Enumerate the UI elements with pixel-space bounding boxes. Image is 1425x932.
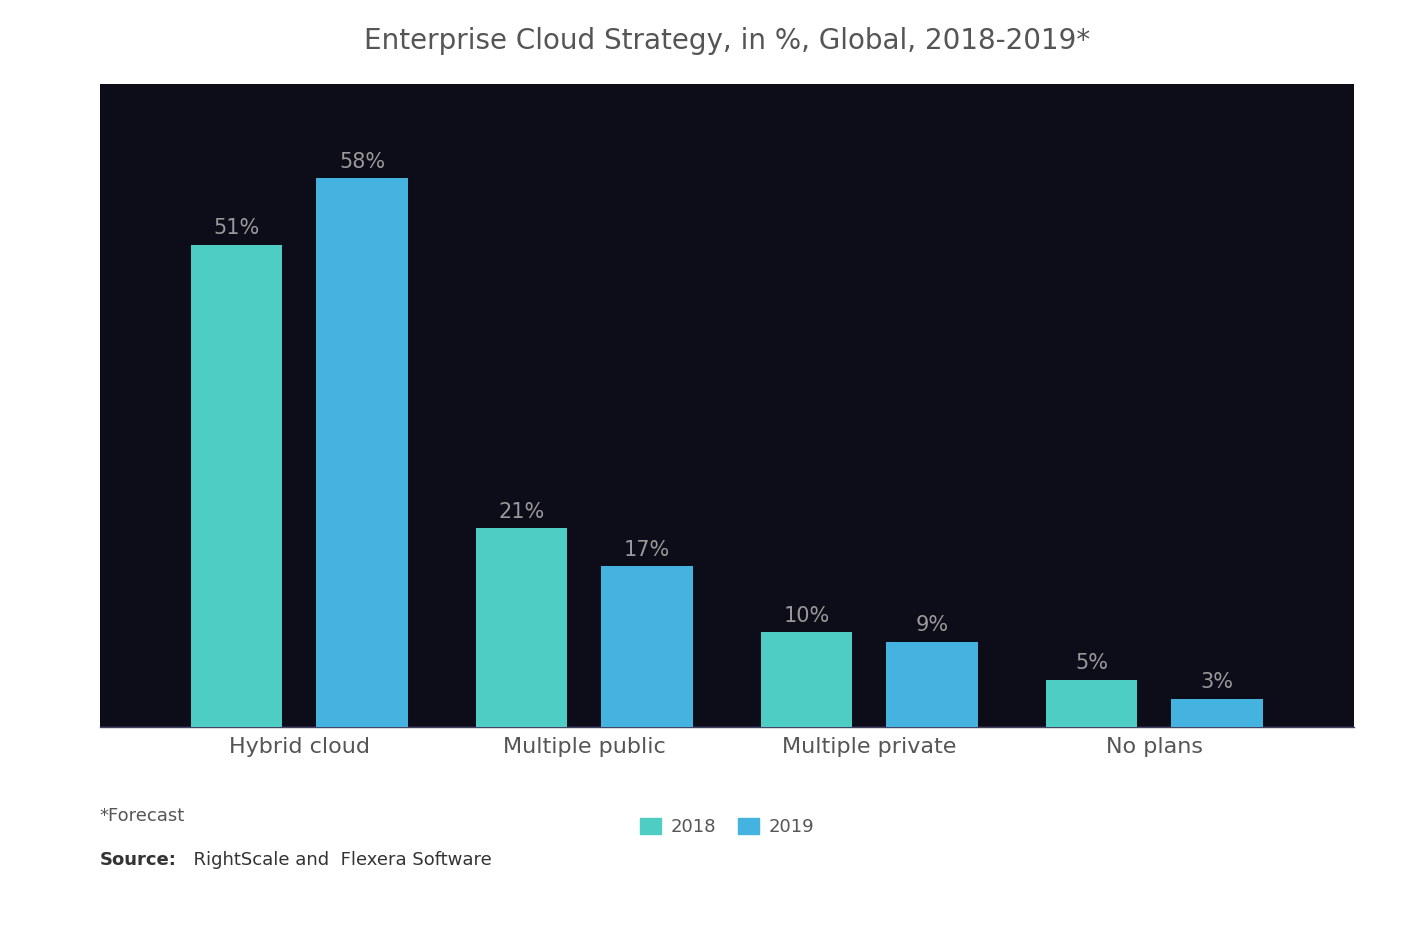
Text: 21%: 21% [499,501,544,522]
Text: *Forecast: *Forecast [100,807,185,825]
Bar [601,567,693,727]
Text: 51%: 51% [214,218,259,238]
Text: 3%: 3% [1200,672,1234,692]
Bar [191,245,282,727]
Bar [886,642,978,727]
Bar [1046,679,1137,727]
Text: 5%: 5% [1074,653,1109,673]
Bar [316,178,408,727]
Bar [1171,699,1263,727]
Text: 58%: 58% [339,152,385,171]
Text: Source:: Source: [100,851,177,869]
Bar [476,528,567,727]
Bar [761,633,852,727]
Text: 10%: 10% [784,606,829,625]
Text: 9%: 9% [915,615,949,636]
Legend: 2018, 2019: 2018, 2019 [633,811,821,843]
Text: RightScale and  Flexera Software: RightScale and Flexera Software [182,851,492,869]
Title: Enterprise Cloud Strategy, in %, Global, 2018-2019*: Enterprise Cloud Strategy, in %, Global,… [363,27,1090,55]
Text: 17%: 17% [624,540,670,559]
